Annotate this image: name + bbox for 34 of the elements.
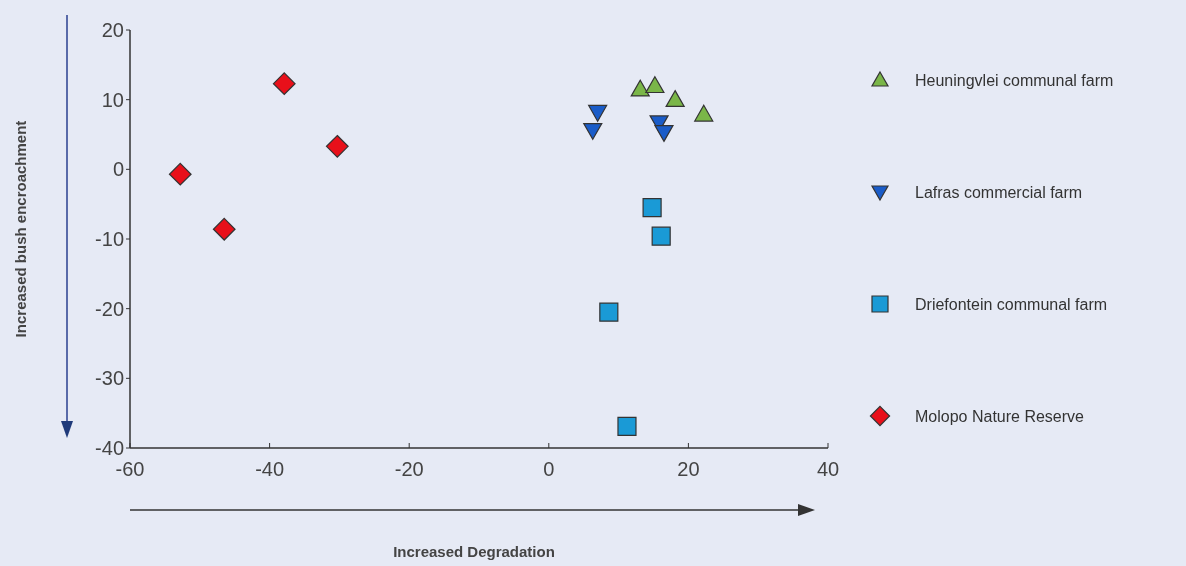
point — [599, 302, 619, 322]
x-tick-label: 40 — [816, 458, 840, 480]
y-tick-label: -20 — [95, 297, 124, 320]
legend-label: Driefontein communal farm — [915, 296, 1108, 313]
x-axis-title: Increased Degradation — [393, 543, 555, 560]
legend-label: Heuningvlei communal farm — [915, 72, 1114, 89]
point — [588, 104, 608, 122]
point — [617, 416, 637, 436]
point — [665, 90, 685, 108]
y-tick-label: 0 — [112, 158, 124, 181]
point — [642, 198, 662, 218]
y-tick-label: 20 — [101, 19, 124, 41]
point — [272, 72, 296, 96]
point — [654, 125, 674, 143]
x-tick-label: -60 — [115, 458, 145, 480]
y-tick-label: -30 — [95, 367, 124, 390]
y-tick-label: -10 — [95, 228, 124, 250]
point — [212, 217, 236, 241]
y-axis-title: Increased bush encroachment — [12, 120, 29, 338]
legend-label: Molopo Nature Reserve — [915, 408, 1085, 425]
point — [168, 162, 192, 186]
point — [325, 134, 349, 158]
x-tick-label: -20 — [394, 458, 424, 480]
y-tick-label: 10 — [101, 88, 124, 111]
point — [645, 76, 665, 94]
y-tick-label: -40 — [95, 437, 124, 459]
legend-label: Lafras commercial farm — [915, 184, 1083, 201]
point — [651, 226, 671, 246]
point — [694, 104, 714, 122]
x-tick-label: -40 — [255, 458, 285, 480]
point — [583, 122, 603, 140]
x-tick-label: 20 — [677, 458, 700, 480]
x-tick-label: 0 — [543, 458, 555, 480]
point — [630, 79, 650, 97]
